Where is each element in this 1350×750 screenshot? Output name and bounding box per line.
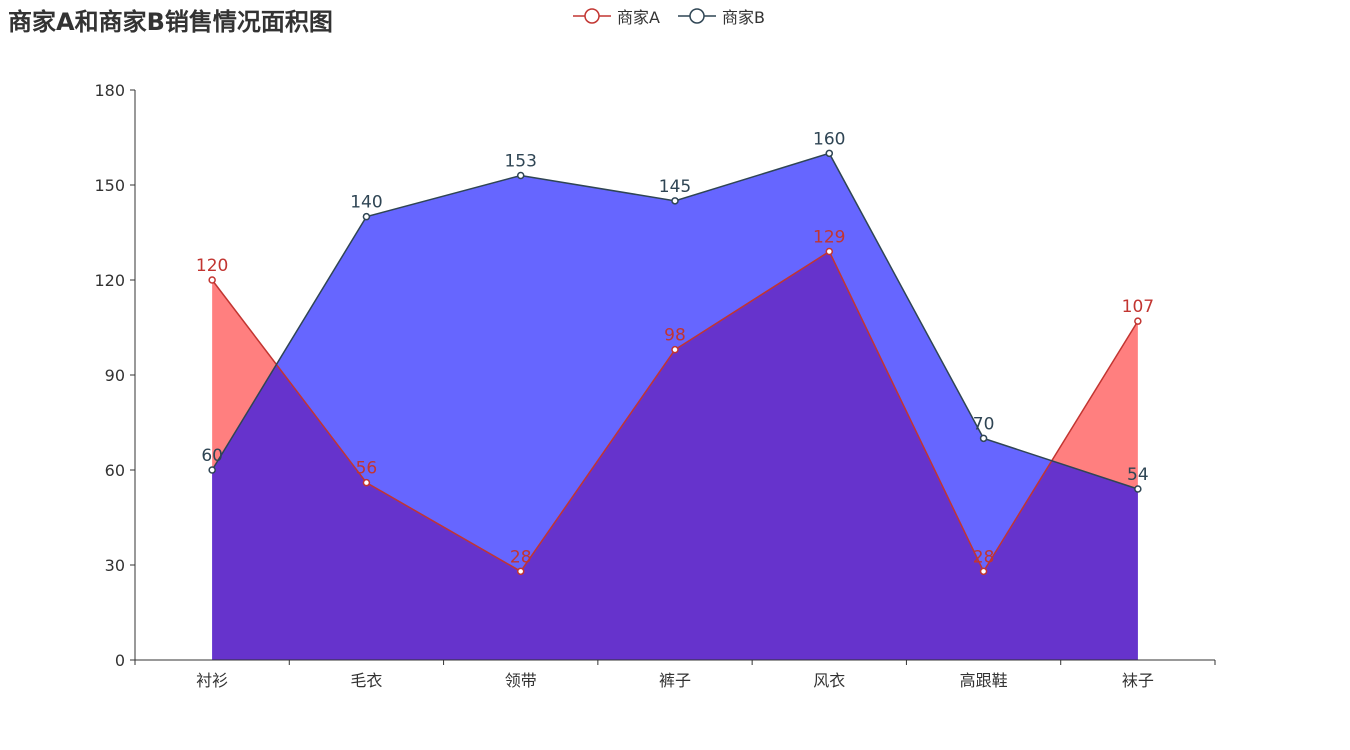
chart-title: 商家A和商家B销售情况面积图 — [8, 8, 333, 36]
axes-layer: 0 30 60 90 120 150 180 衬衫 毛衣 领带 裤子 风衣 高跟鞋 袜子 — [94, 81, 1216, 690]
point-series-b — [1134, 485, 1142, 493]
x-tick-label: 裤子 — [659, 671, 691, 690]
data-label-series-a: 120 — [196, 256, 228, 276]
data-label-series-b: 145 — [659, 177, 691, 197]
y-tick-label: 120 — [94, 271, 125, 290]
data-label-series-a: 56 — [356, 459, 378, 479]
point-series-b — [362, 212, 371, 221]
legend: 商家A 商家B — [573, 4, 765, 28]
x-tick-label: 高跟鞋 — [960, 671, 1008, 690]
point-series-a — [671, 345, 679, 354]
data-label-series-b: 70 — [973, 414, 995, 434]
legend-marker-b — [677, 8, 716, 24]
point-series-a — [825, 247, 834, 256]
data-label-series-b: 54 — [1127, 465, 1149, 485]
point-series-b — [516, 171, 525, 180]
y-tick-label: 0 — [115, 651, 125, 670]
point-series-a — [1134, 317, 1142, 325]
point-series-b — [671, 197, 679, 205]
data-label-series-a: 98 — [664, 326, 686, 346]
point-series-a — [208, 276, 216, 284]
areas-layer — [212, 153, 1138, 661]
y-tick-label: 150 — [94, 176, 125, 195]
legend-label-a: 商家A — [617, 8, 660, 27]
data-label-series-b: 60 — [201, 446, 223, 466]
x-tick-label: 袜子 — [1122, 671, 1154, 690]
data-label-series-b: 160 — [813, 129, 845, 149]
point-series-a — [516, 567, 525, 576]
point-series-b — [825, 149, 834, 158]
point-series-a — [979, 567, 988, 576]
y-tick-label: 180 — [94, 81, 125, 100]
legend-item-a[interactable]: 商家A — [573, 4, 660, 28]
x-tick-label: 风衣 — [813, 671, 845, 690]
data-label-series-a: 107 — [1122, 297, 1154, 317]
x-tick-label: 领带 — [505, 671, 537, 690]
x-tick-label: 毛衣 — [350, 671, 382, 690]
legend-label-b: 商家B — [721, 8, 765, 27]
data-label-series-a: 28 — [510, 547, 532, 567]
legend-item-b[interactable]: 商家B — [677, 4, 765, 28]
data-label-series-b: 140 — [350, 193, 382, 213]
data-label-series-a: 129 — [813, 228, 845, 248]
y-tick-label: 60 — [105, 461, 125, 480]
points-layer — [208, 149, 1142, 576]
y-tick-label: 30 — [105, 556, 125, 575]
data-label-series-b: 153 — [504, 152, 536, 172]
data-label-series-a: 28 — [973, 547, 995, 567]
y-tick-label: 90 — [105, 366, 125, 385]
point-series-b — [208, 466, 216, 474]
point-series-a — [362, 478, 371, 487]
legend-marker-a — [573, 8, 611, 24]
x-tick-label: 衬衫 — [196, 671, 228, 690]
point-series-b — [979, 434, 988, 443]
labels-layer: 120 56 28 98 129 28 107 60 140 153 145 160 70 54 — [196, 129, 1154, 567]
